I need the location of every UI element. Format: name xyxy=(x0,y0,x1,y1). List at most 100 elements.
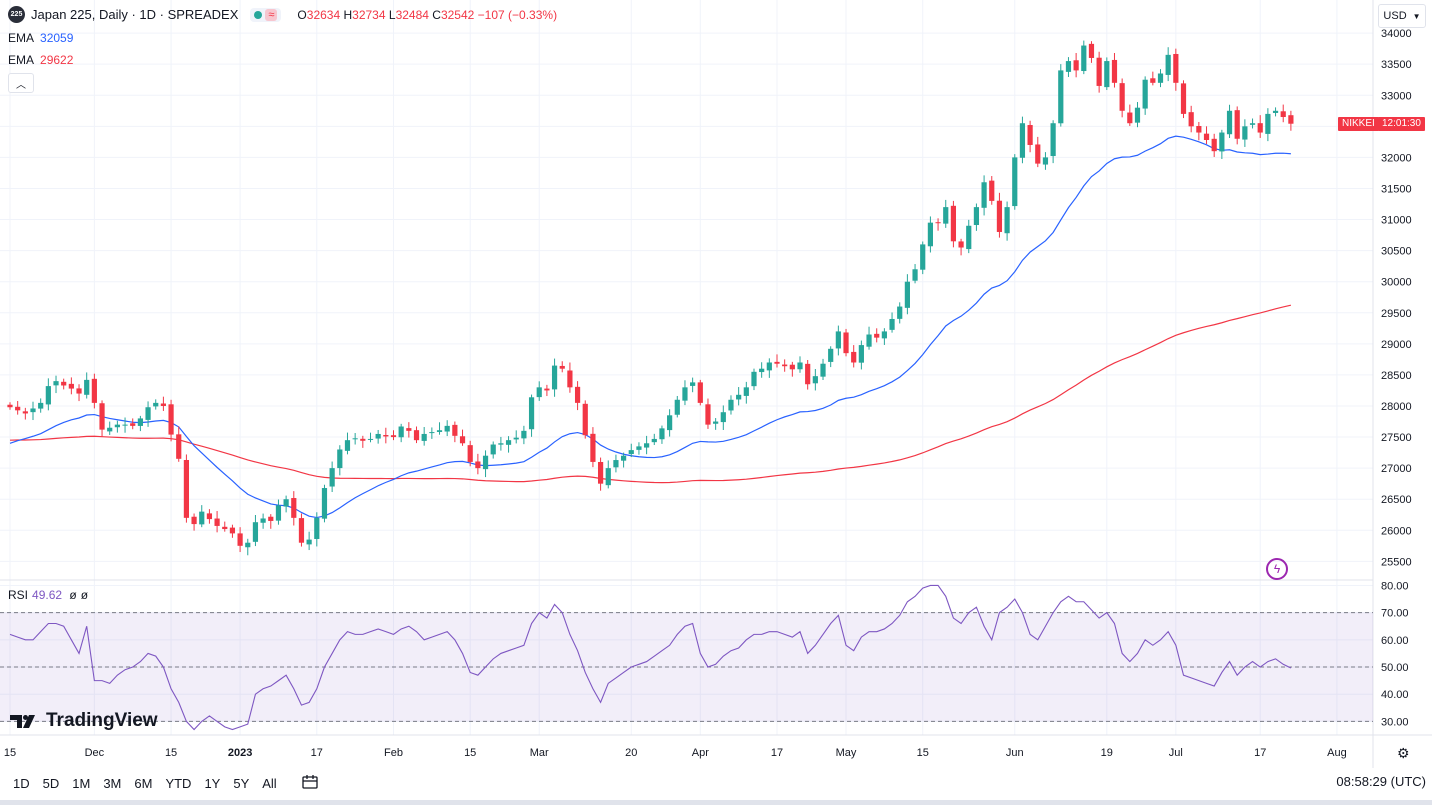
time-tick-label: Dec xyxy=(85,747,105,759)
candle xyxy=(413,426,420,444)
candle-body xyxy=(413,430,420,441)
candle-body xyxy=(1012,157,1018,207)
candle xyxy=(406,422,412,438)
candle-body xyxy=(889,318,895,330)
candle xyxy=(68,377,74,395)
candle-body xyxy=(183,459,190,518)
collapse-legend-button[interactable]: ︿ xyxy=(8,73,34,93)
currency-select[interactable]: USD ▼ xyxy=(1378,4,1426,28)
timeframe-button-1m[interactable]: 1M xyxy=(72,775,91,791)
candle-body xyxy=(789,364,795,370)
rsi-tick-label: 30.00 xyxy=(1381,716,1409,728)
candle-body xyxy=(1280,111,1286,118)
candle xyxy=(1012,154,1018,210)
candle-body xyxy=(137,418,143,426)
candle xyxy=(996,192,1003,238)
time-tick-label: 17 xyxy=(311,747,323,759)
timeframe-button-ytd[interactable]: YTD xyxy=(165,775,192,791)
candle-body xyxy=(590,433,596,462)
price-tick-label: 30000 xyxy=(1381,277,1412,289)
candle-body xyxy=(275,505,282,521)
candle-body xyxy=(145,407,151,420)
candle-body xyxy=(1111,59,1118,83)
price-tick-label: 30500 xyxy=(1381,246,1412,258)
utc-clock[interactable]: 08:58:29 (UTC) xyxy=(1336,774,1426,789)
chart-canvas[interactable]: 25500 26000 26500 27000 27500 28000 28500 29000… xyxy=(0,0,1432,768)
candle xyxy=(621,452,627,468)
candle xyxy=(260,513,266,529)
timeframe-button-5d[interactable]: 5D xyxy=(42,775,60,791)
lightning-icon[interactable]: ϟ xyxy=(1266,558,1288,580)
candle-body xyxy=(567,370,573,388)
candle xyxy=(574,381,581,411)
candle xyxy=(76,384,82,402)
candle-body xyxy=(1165,54,1171,75)
timeframe-button-1y[interactable]: 1Y xyxy=(204,775,221,791)
candle-body xyxy=(1288,115,1294,124)
candle xyxy=(682,380,688,406)
candle-body xyxy=(1096,57,1102,86)
symbol-title[interactable]: Japan 225, Daily · 1D · SPREADEX xyxy=(31,7,239,22)
market-status-pill[interactable]: ≈ xyxy=(250,7,282,22)
timeframe-button-5y[interactable]: 5Y xyxy=(233,775,250,791)
candle xyxy=(283,495,289,513)
timeframe-button-1d[interactable]: 1D xyxy=(13,775,30,791)
candle-body xyxy=(406,428,412,431)
candle-body xyxy=(1203,133,1210,140)
candle-body xyxy=(360,438,366,441)
rsi-band xyxy=(0,612,1373,722)
time-axis[interactable]: 15 Dec 15 2023 17 Feb 15 Mar 20 Apr 17 May 15 Jun 19 Ju… xyxy=(4,747,1347,759)
candle-body xyxy=(713,421,719,424)
candle-body xyxy=(521,430,527,439)
candle xyxy=(360,435,366,448)
candle xyxy=(436,422,443,435)
calendar-icon[interactable] xyxy=(301,773,319,794)
candle xyxy=(897,302,903,324)
ema-slow-legend[interactable]: EMA 29622 xyxy=(8,53,74,67)
candle-body xyxy=(774,361,780,364)
candle xyxy=(728,395,734,415)
time-tick-label: Aug xyxy=(1327,747,1347,759)
candle xyxy=(114,420,120,433)
candle-body xyxy=(68,383,74,389)
timeframe-button-all[interactable]: All xyxy=(262,775,277,791)
candle xyxy=(421,426,427,446)
candle-body xyxy=(206,513,213,520)
candle xyxy=(245,538,251,556)
rsi-tick-label: 70.00 xyxy=(1381,608,1409,620)
candle xyxy=(851,345,857,368)
timeframe-button-6m[interactable]: 6M xyxy=(134,775,153,791)
rsi-axis: 30.00 40.00 50.00 60.00 70.00 80.00 xyxy=(1381,580,1409,728)
candle-body xyxy=(728,399,734,411)
candle xyxy=(1142,76,1148,115)
candle-body xyxy=(344,440,351,451)
candle xyxy=(505,436,512,453)
settings-gear-icon[interactable]: ⚙ xyxy=(1397,745,1410,761)
price-axis[interactable]: 25500 26000 26500 27000 27500 28000 28500 29000… xyxy=(1381,28,1412,568)
candle-body xyxy=(981,182,987,208)
candle xyxy=(30,401,36,421)
candle xyxy=(889,312,895,333)
candle xyxy=(720,405,726,430)
candle xyxy=(1088,41,1095,63)
candle-body xyxy=(736,394,742,400)
price-tick-label: 31000 xyxy=(1381,215,1412,227)
ema-fast-legend[interactable]: EMA 32059 xyxy=(8,31,74,45)
symbol-legend: 225 Japan 225, Daily · 1D · SPREADEX ≈ O… xyxy=(8,6,557,23)
candle xyxy=(950,200,957,248)
candle-body xyxy=(1073,60,1079,71)
candle xyxy=(467,440,473,467)
tradingview-logo: TradingView xyxy=(10,710,158,732)
candle xyxy=(176,426,182,462)
candle xyxy=(1157,69,1164,88)
candle xyxy=(966,219,972,254)
time-tick-label: Feb xyxy=(384,747,403,759)
candle xyxy=(866,326,872,350)
price-tick-label: 29000 xyxy=(1381,339,1412,351)
candle-body xyxy=(697,382,703,403)
candle xyxy=(989,176,995,205)
candle-body xyxy=(383,435,389,437)
candle xyxy=(482,450,489,478)
timeframe-button-3m[interactable]: 3M xyxy=(103,775,122,791)
